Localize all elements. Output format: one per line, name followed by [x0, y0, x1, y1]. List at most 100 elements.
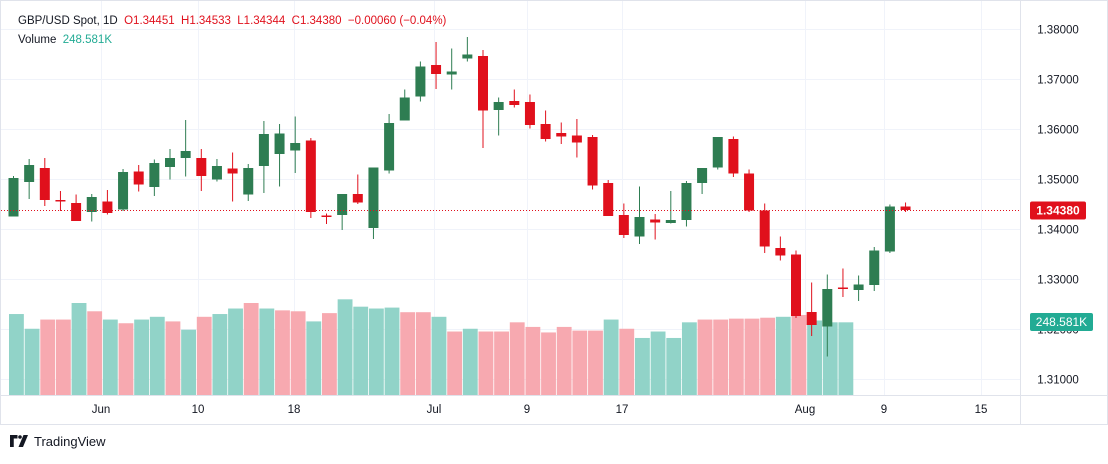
candle-body	[196, 158, 207, 176]
volume-bar	[681, 322, 697, 395]
price-tick-label: 1.36000	[1037, 125, 1079, 137]
volume-bar	[322, 313, 337, 395]
volume-bar	[635, 337, 650, 395]
volume-bar	[697, 319, 713, 395]
tradingview-logo-icon	[10, 435, 28, 447]
volume-tag-text: 248.581K	[1036, 315, 1087, 329]
candle-body	[352, 194, 363, 203]
candle-body	[8, 178, 19, 217]
price-tick-label: 1.33000	[1037, 275, 1079, 287]
tradingview-wordmark: TradingView	[34, 433, 106, 449]
volume-bar	[228, 308, 243, 395]
volume-bar	[149, 316, 165, 395]
legend-high: H1.34533	[181, 15, 231, 27]
legend-price-row: GBP/USD Spot, 1D O1.34451 H1.34533 L1.34…	[18, 12, 446, 31]
volume-bar	[447, 331, 463, 395]
legend-low: L1.34344	[237, 15, 286, 27]
candle-body	[900, 206, 911, 210]
time-axis[interactable]: Jun 10 18 Jul 9 17 Aug 9 15	[92, 404, 988, 416]
volume-bar	[807, 320, 822, 395]
candle-body	[180, 151, 191, 158]
candle-body	[165, 158, 175, 167]
price-axis: 1.310001.320001.330001.340001.350001.360…	[1037, 25, 1079, 387]
candle-body	[39, 168, 50, 200]
volume-bar	[384, 307, 400, 395]
volume-bar	[838, 322, 854, 395]
legend-volume-row: Volume 248.581K	[18, 31, 446, 50]
price-tick-label: 1.37000	[1037, 75, 1079, 87]
candle-body	[744, 173, 755, 211]
candle-body	[571, 135, 582, 143]
candle-body	[509, 101, 520, 105]
volume-bar	[791, 314, 807, 395]
candle-body	[806, 312, 817, 325]
candle-body	[227, 168, 238, 174]
volume-bar	[556, 326, 572, 395]
time-tick-label: 9	[524, 404, 530, 416]
volume-bar	[509, 322, 525, 395]
candle-body	[462, 54, 473, 59]
volume-bar	[24, 328, 40, 395]
tradingview-brand[interactable]: TradingView	[10, 431, 106, 451]
last-price-tag: 1.34380	[1030, 201, 1086, 220]
candle-body	[853, 284, 864, 290]
time-tick-label: 18	[288, 404, 301, 416]
volume-bar	[400, 312, 416, 395]
candle-body	[102, 201, 113, 213]
candle-body	[618, 215, 629, 235]
candle-body	[556, 133, 567, 137]
price-tick-label: 1.38000	[1037, 25, 1079, 37]
candle-body	[86, 197, 97, 212]
candle-body	[118, 172, 129, 210]
volume-bar	[728, 318, 744, 395]
candle-body	[524, 102, 535, 125]
volume-bar	[306, 321, 322, 395]
legend-change: −0.00060 (−0.04%)	[347, 15, 447, 27]
legend-volume-label[interactable]: Volume	[18, 34, 57, 46]
volume-bar	[822, 322, 838, 395]
candle-body	[775, 248, 786, 256]
candle-body	[650, 219, 661, 223]
candle-body	[133, 171, 144, 185]
candle-body	[634, 217, 645, 237]
candle-body	[728, 139, 739, 174]
candle-body	[869, 250, 880, 285]
candle-body	[791, 254, 801, 316]
volume-bar	[134, 319, 150, 395]
volume-bar	[666, 337, 682, 395]
candle-body	[149, 163, 160, 187]
volume-bar	[713, 319, 729, 395]
volume-bar	[275, 310, 290, 395]
volume-bar	[744, 318, 760, 395]
candle-body	[587, 137, 598, 186]
candle-body	[337, 194, 348, 215]
time-tick-label: Aug	[795, 404, 815, 416]
candle-body	[478, 56, 488, 111]
volume-bar	[55, 319, 71, 395]
volume-bar	[760, 317, 776, 395]
candle-body	[493, 102, 504, 110]
volume-bar	[525, 326, 541, 395]
candle-body	[384, 123, 395, 171]
volume-bar	[9, 314, 24, 395]
candle-body	[258, 134, 269, 166]
volume-bar	[650, 331, 666, 395]
volume-bar	[572, 330, 588, 395]
candle-body	[290, 143, 301, 151]
volume-bar	[87, 311, 103, 395]
price-tick-label: 1.31000	[1037, 375, 1079, 387]
volume-bar	[619, 328, 635, 395]
volume-bar	[102, 319, 118, 395]
legend-symbol[interactable]: GBP/USD Spot, 1D	[18, 15, 118, 27]
volume-tag: 248.581K	[1030, 313, 1093, 331]
volume-bar	[603, 319, 619, 395]
volume-bar	[353, 306, 369, 395]
candle-body	[71, 203, 82, 221]
time-tick-label: 17	[616, 404, 629, 416]
volume-bar	[368, 308, 384, 395]
volume-tag-bg	[1030, 313, 1093, 331]
candle-body	[305, 140, 316, 212]
price-tick-label: 1.35000	[1037, 175, 1079, 187]
